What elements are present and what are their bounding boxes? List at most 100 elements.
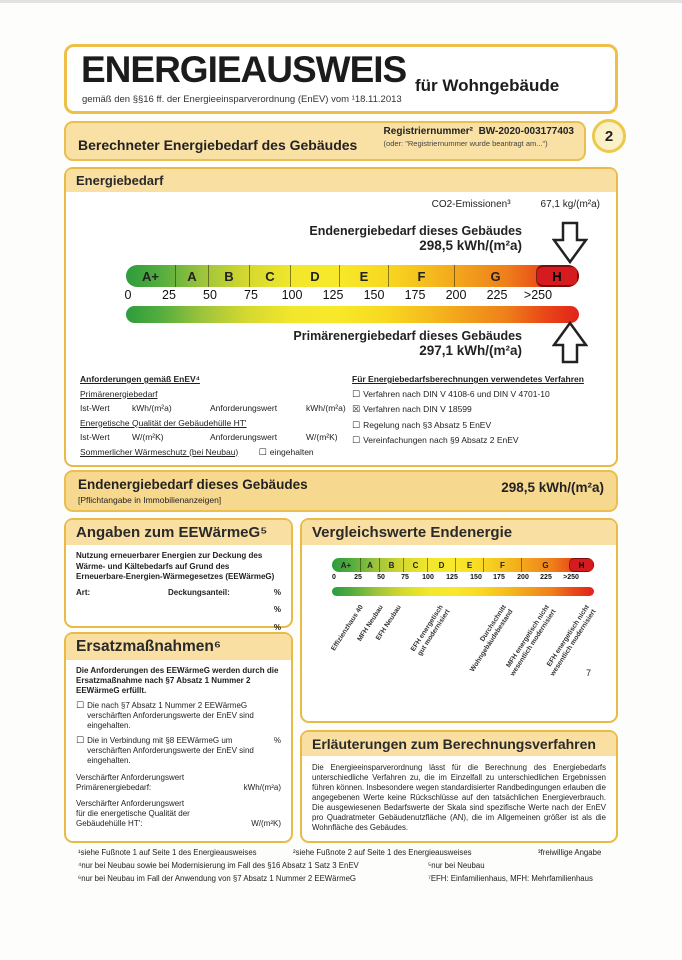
comparison-gradient-bar xyxy=(332,587,594,596)
gebaeudehuelle-row-label: Energetische Qualität der Gebäudehülle H… xyxy=(80,417,247,428)
tick-125: 125 xyxy=(322,288,344,302)
header-box: ENERGIEAUSWEIS für Wohngebäude gemäß den… xyxy=(64,44,618,114)
waermeschutz-row: Sommerlicher Wärmeschutz (bei Neubau) ☐ e… xyxy=(80,445,348,461)
eewaermeg-section: Angaben zum EEWärmeG⁵ Nutzung erneuerbar… xyxy=(64,518,293,632)
percent-2: % xyxy=(273,605,281,614)
eewaermeg-title: Angaben zum EEWärmeG⁵ xyxy=(66,520,291,545)
checkbox-icon[interactable]: ☐ xyxy=(352,389,361,400)
ctick-250plus: >250 xyxy=(563,574,579,581)
footnote-7: ⁷EFH: Einfamilienhaus, MFH: Mehrfamilien… xyxy=(428,874,593,883)
primaerenergiebedarf-values-row: Ist-Wert kWh/(m²a) Anforderungswert kWh/… xyxy=(80,401,348,416)
waermeschutz-checkbox-label: eingehalten xyxy=(269,446,314,457)
erlaeuterungen-title: Erläuterungen zum Berechnungsverfahren xyxy=(302,732,616,756)
endenergiebedarf-value: 298,5 kWh/(m²a) xyxy=(419,238,522,253)
cmp-segment-e: E xyxy=(455,558,483,572)
waermeschutz-checkbox[interactable]: ☐ eingehalten xyxy=(258,446,314,458)
verfahren-option-3[interactable]: ☐ Regelung nach §3 Absatz 5 EnEV xyxy=(352,418,610,434)
verfahren-option-1[interactable]: ☐ Verfahren nach DIN V 4108-6 und DIN V 4… xyxy=(352,387,610,403)
comparison-scale-bar: A+ A B C D E F G H xyxy=(332,558,594,572)
checkbox-checked-icon[interactable]: ☒ xyxy=(352,405,361,415)
ersatz-check-2-percent: % xyxy=(273,736,281,745)
ctick-50: 50 xyxy=(377,574,385,581)
ctick-125: 125 xyxy=(446,574,458,581)
eewaermeg-body: Nutzung erneuerbarer Energien zur Deckun… xyxy=(66,545,291,639)
ersatz-check-1[interactable]: ☐ Die nach §7 Absatz 1 Nummer 2 EEWärmeG… xyxy=(76,701,281,731)
anforderungen-heading: Anforderungen gemäß EnEV⁴ xyxy=(80,374,200,384)
ersatz-req-1-unit: kWh/(m²a) xyxy=(243,783,281,792)
primaerenergiebedarf-value: 297,1 kWh/(m²a) xyxy=(419,343,522,358)
tick-0: 0 xyxy=(124,288,132,302)
scale-segment-h-highlighted: H xyxy=(536,265,579,287)
tick-200: 200 xyxy=(445,288,467,302)
verfahren-option-2[interactable]: ☒ Verfahren nach DIN V 18599 xyxy=(352,402,610,418)
endbanner-title: Endenergiebedarf dieses Gebäudes xyxy=(78,477,308,492)
ist-unit-1: kWh/(m²a) xyxy=(132,403,172,413)
registration-label: Registriernummer² xyxy=(383,126,474,137)
vergleichswerte-section: Vergleichswerte Endenergie A+ A B C D E … xyxy=(300,518,618,723)
ist-wert-label-1: Ist-Wert xyxy=(80,403,110,413)
primary-energy-bar xyxy=(126,306,579,323)
checkbox-icon[interactable]: ☐ xyxy=(258,447,267,458)
registration-block: Registriernummer² BW-2020-003177403 (ode… xyxy=(384,126,574,148)
primaerenergiebedarf-row-label: Primärenergiebedarf xyxy=(80,388,158,399)
vergleichswerte-title: Vergleichswerte Endenergie xyxy=(302,520,616,545)
ersatz-req-2: Verschärfter Anforderungswert für die en… xyxy=(76,799,281,829)
scale-segment-e: E xyxy=(339,265,388,287)
registration-number: Registriernummer² BW-2020-003177403 xyxy=(384,126,574,137)
ersatzmassnahmen-section: Ersatzmaßnahmen⁶ Die Anforderungen des E… xyxy=(64,632,293,843)
scan-edge xyxy=(0,0,682,3)
endbanner-value: 298,5 kWh/(m²a) xyxy=(501,480,604,495)
registration-value: BW-2020-003177403 xyxy=(478,126,574,137)
ersatz-req-2-unit: W/(m²K) xyxy=(251,819,281,828)
footnote-6: ⁶nur bei Neubau im Fall der Anwendung vo… xyxy=(78,874,356,883)
ctick-150: 150 xyxy=(470,574,482,581)
checkbox-icon[interactable]: ☐ xyxy=(352,436,361,446)
art-label: Art: xyxy=(76,587,91,597)
checkbox-icon[interactable]: ☐ xyxy=(76,736,85,746)
ersatz-check-2-label: Die in Verbindung mit §8 EEWärmeG um ver… xyxy=(87,736,254,765)
primaerenergiebedarf-label: Primärenergiebedarf dieses Gebäudes xyxy=(293,329,522,343)
cmp-segment-g: G xyxy=(521,558,569,572)
verfahren-option-label: Regelung nach §3 Absatz 5 EnEV xyxy=(363,419,492,430)
endbanner-note: [Pflichtangabe in Immobilienanzeigen] xyxy=(78,495,222,505)
ersatz-check-1-label: Die nach §7 Absatz 1 Nummer 2 EEWärmeG v… xyxy=(87,701,254,730)
footnote-5: ⁵nur bei Neubau xyxy=(428,861,485,870)
ersatzmassnahmen-body: Die Anforderungen des EEWärmeG werden du… xyxy=(66,660,291,835)
deckungsanteil-label: Deckungsanteil: xyxy=(168,587,230,597)
anforderungswert-label-2: Anforderungswert xyxy=(210,432,278,442)
verfahren-option-label: Verfahren nach DIN V 18599 xyxy=(363,404,472,414)
art-row: Art: Deckungsanteil: % xyxy=(76,588,281,599)
scale-segment-aplus: A+ xyxy=(142,268,159,284)
ersatz-intro: Die Anforderungen des EEWärmeG werden du… xyxy=(76,666,279,695)
erlaeuterungen-section: Erläuterungen zum Berechnungsverfahren D… xyxy=(300,730,618,843)
checkbox-icon[interactable]: ☐ xyxy=(352,420,361,431)
ersatz-req-2-label: Verschärfter Anforderungswert für die en… xyxy=(76,799,190,828)
cmp-segment-d: D xyxy=(427,558,455,572)
waermeschutz-label: Sommerlicher Wärmeschutz (bei Neubau) xyxy=(80,446,239,457)
registration-alt: (oder: "Registriernummer wurde beantragt… xyxy=(383,139,548,148)
tick-225: 225 xyxy=(486,288,508,302)
scale-segment-d: D xyxy=(290,265,339,287)
page-number-badge: 2 xyxy=(592,119,626,153)
calculated-demand-banner: Berechneter Energiebedarf des Gebäudes R… xyxy=(64,121,586,161)
checkbox-icon[interactable]: ☐ xyxy=(76,701,85,711)
endenergiebedarf-callout: Endenergiebedarf dieses Gebäudes 298,5 k… xyxy=(309,224,522,253)
tick-25: 25 xyxy=(162,288,176,302)
tick-50: 50 xyxy=(203,288,217,302)
eewaermeg-text: Nutzung erneuerbarer Energien zur Deckun… xyxy=(76,551,275,581)
page-title: ENERGIEAUSWEIS xyxy=(81,49,407,90)
ersatzmassnahmen-title: Ersatzmaßnahmen⁶ xyxy=(66,634,291,660)
tick-250plus: >250 xyxy=(523,288,553,302)
comparison-labels: Effizienzhaus 40 MFH Neubau EFH Neubau E… xyxy=(302,604,620,704)
verfahren-option-label: Vereinfachungen nach §9 Absatz 2 EnEV xyxy=(363,435,519,445)
ctick-175: 175 xyxy=(493,574,505,581)
ersatz-req-1-label: Verschärfter Anforderungswert Primärener… xyxy=(76,773,185,792)
ist-unit-2: W/(m²K) xyxy=(132,432,164,442)
co2-label: CO2-Emissionen³ xyxy=(431,199,511,210)
banner-title: Berechneter Energiebedarf des Gebäudes xyxy=(78,137,358,153)
percent-3: % xyxy=(273,622,281,632)
verfahren-option-4[interactable]: ☐ Vereinfachungen nach §9 Absatz 2 EnEV xyxy=(352,433,610,449)
ctick-100: 100 xyxy=(422,574,434,581)
ist-wert-label-2: Ist-Wert xyxy=(80,432,110,442)
ersatz-check-2[interactable]: ☐ Die in Verbindung mit §8 EEWärmeG um v… xyxy=(76,736,281,766)
